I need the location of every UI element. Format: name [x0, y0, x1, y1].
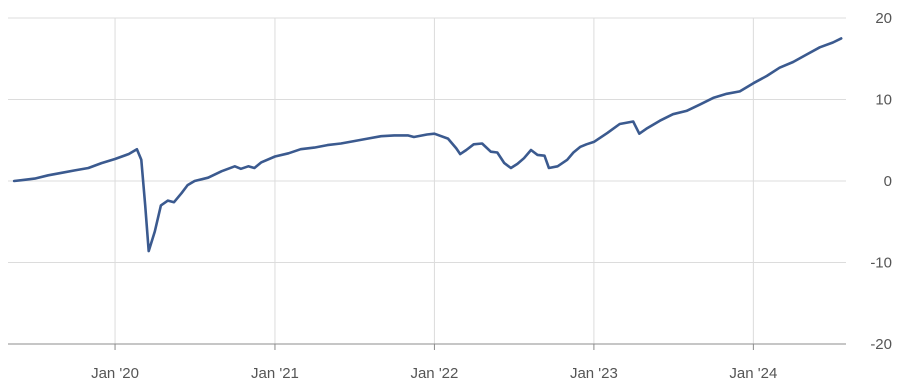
x-axis [8, 343, 846, 350]
series-line [12, 37, 843, 253]
x-tick-label: Jan '23 [570, 365, 618, 381]
y-tick-label: 20 [875, 10, 892, 27]
x-tick-label: Jan '24 [729, 365, 777, 381]
x-tick-labels: Jan '20 Jan '21 Jan '22 Jan '23 Jan '24 [91, 365, 777, 381]
x-tick-label: Jan '21 [251, 365, 299, 381]
y-tick-label: -20 [870, 336, 892, 353]
series-layer [12, 37, 843, 253]
y-tick-label: -10 [870, 255, 892, 272]
x-tick-label: Jan '20 [91, 365, 139, 381]
y-tick-label: 0 [884, 173, 892, 190]
y-tick-labels: 20 10 0 -10 -20 [870, 10, 892, 353]
x-tick-label: Jan '22 [410, 365, 458, 381]
y-tick-label: 10 [875, 92, 892, 109]
grid [8, 17, 846, 344]
